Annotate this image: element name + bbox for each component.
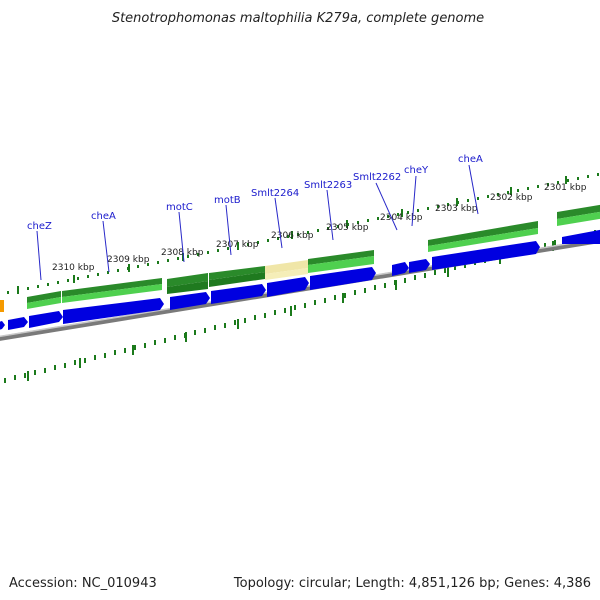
cds-arrow[interactable] bbox=[29, 311, 63, 328]
cds-arrow[interactable] bbox=[310, 267, 376, 290]
gene-feature[interactable] bbox=[209, 266, 265, 280]
cds-arrow[interactable] bbox=[0, 321, 5, 331]
accession-text: Accession: NC_010943 bbox=[9, 576, 157, 591]
gene-feature[interactable] bbox=[167, 273, 208, 287]
scale-label: 2302 kbp bbox=[490, 193, 533, 203]
cds-arrow[interactable] bbox=[562, 229, 600, 244]
gene-label-motc[interactable]: motC bbox=[166, 202, 193, 213]
scale-label: 2304 kbp bbox=[380, 213, 423, 223]
cds-arrow[interactable] bbox=[409, 259, 430, 273]
cds-arrow[interactable] bbox=[63, 298, 164, 324]
cds-track bbox=[0, 229, 600, 331]
scale-label: 2307 kbp bbox=[216, 240, 259, 250]
scale-label: 2308 kbp bbox=[161, 248, 204, 258]
genome-summary-text: Topology: circular; Length: 4,851,126 bp… bbox=[233, 576, 591, 591]
cds-arrow[interactable] bbox=[170, 292, 210, 310]
gene-label-chea-1[interactable]: cheA bbox=[91, 211, 116, 222]
cds-arrow[interactable] bbox=[211, 284, 266, 304]
gene-label-chez[interactable]: cheZ bbox=[27, 221, 52, 232]
orange-marker bbox=[0, 300, 4, 312]
gene-feature[interactable] bbox=[62, 278, 162, 297]
scale-label: 2301 kbp bbox=[544, 183, 587, 193]
gene-label-motb[interactable]: motB bbox=[214, 195, 241, 206]
cds-arrow[interactable] bbox=[8, 317, 28, 330]
gene-track bbox=[27, 204, 600, 309]
map-title: Stenotrophomonas maltophilia K279a, comp… bbox=[112, 11, 484, 26]
cds-arrow[interactable] bbox=[267, 277, 309, 297]
gene-feature[interactable] bbox=[27, 291, 61, 303]
gene-feature[interactable] bbox=[557, 204, 600, 219]
scale-label: 2310 kbp bbox=[52, 263, 95, 273]
gene-label-chey[interactable]: cheY bbox=[404, 165, 429, 176]
gene-label-smlt2262[interactable]: Smlt2262 bbox=[353, 172, 401, 183]
gene-label-chea-2[interactable]: cheA bbox=[458, 154, 483, 165]
scale-label: 2309 kbp bbox=[107, 255, 150, 265]
gene-labels: cheZ cheA motC motB Smlt2264 Smlt2263 Sm… bbox=[27, 154, 483, 281]
scale-label: 2306 kbp bbox=[271, 231, 314, 241]
gene-feature[interactable] bbox=[428, 221, 538, 246]
scale-labels: 2310 kbp 2309 kbp 2308 kbp 2307 kbp 2306… bbox=[52, 183, 587, 273]
scale-label: 2305 kbp bbox=[326, 223, 369, 233]
gene-feature[interactable] bbox=[308, 250, 374, 265]
gene-label-smlt2264[interactable]: Smlt2264 bbox=[251, 188, 299, 199]
scale-label: 2303 kbp bbox=[435, 204, 478, 214]
gene-label-smlt2263[interactable]: Smlt2263 bbox=[304, 180, 352, 191]
cds-arrow[interactable] bbox=[432, 241, 540, 270]
gene-feature-highlight[interactable] bbox=[265, 260, 308, 274]
cds-arrow[interactable] bbox=[392, 262, 409, 276]
inner-tick-ring bbox=[4, 230, 596, 383]
